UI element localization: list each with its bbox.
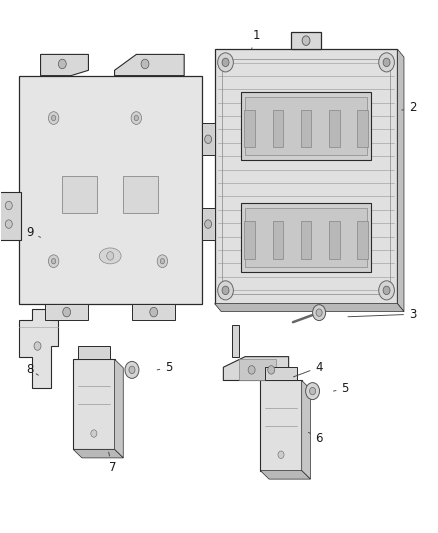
Circle shape xyxy=(160,259,165,264)
Bar xyxy=(223,59,390,294)
Circle shape xyxy=(141,59,149,69)
Bar xyxy=(201,208,215,240)
Polygon shape xyxy=(73,449,123,458)
Circle shape xyxy=(34,342,41,350)
Text: 9: 9 xyxy=(26,225,41,239)
Text: 6: 6 xyxy=(308,432,323,446)
Bar xyxy=(329,221,339,259)
Ellipse shape xyxy=(99,248,121,264)
Bar xyxy=(301,110,311,147)
Circle shape xyxy=(302,36,310,45)
Circle shape xyxy=(125,361,139,378)
Polygon shape xyxy=(302,381,311,479)
Circle shape xyxy=(313,305,325,320)
Bar xyxy=(357,221,368,259)
Text: 1: 1 xyxy=(252,29,260,49)
Text: 5: 5 xyxy=(333,382,349,395)
Text: 8: 8 xyxy=(26,364,39,376)
Circle shape xyxy=(5,201,12,210)
Polygon shape xyxy=(115,359,123,458)
Bar xyxy=(0,192,21,240)
Text: 7: 7 xyxy=(109,452,116,474)
Circle shape xyxy=(222,286,229,295)
Circle shape xyxy=(134,115,138,120)
Bar xyxy=(215,49,397,304)
Bar xyxy=(244,221,254,259)
Bar xyxy=(245,97,367,155)
Bar xyxy=(201,123,215,155)
Text: 3: 3 xyxy=(348,308,417,321)
Circle shape xyxy=(63,308,71,317)
Circle shape xyxy=(5,220,12,228)
Circle shape xyxy=(248,366,255,374)
Circle shape xyxy=(278,451,284,458)
Bar xyxy=(329,110,339,147)
Circle shape xyxy=(107,252,114,260)
Circle shape xyxy=(222,58,229,67)
Text: 2: 2 xyxy=(402,101,417,114)
Polygon shape xyxy=(19,309,58,389)
Circle shape xyxy=(383,286,390,295)
Text: 5: 5 xyxy=(157,361,173,374)
Circle shape xyxy=(129,366,135,374)
Bar xyxy=(260,381,302,471)
Bar xyxy=(78,346,110,359)
Bar xyxy=(245,208,367,266)
Bar xyxy=(357,110,368,147)
Polygon shape xyxy=(397,49,404,312)
Circle shape xyxy=(310,387,316,395)
Circle shape xyxy=(51,259,56,264)
Bar xyxy=(272,110,283,147)
Bar xyxy=(244,110,254,147)
Circle shape xyxy=(205,220,212,228)
Polygon shape xyxy=(41,54,88,76)
Bar xyxy=(301,221,311,259)
Bar xyxy=(123,176,158,214)
Bar xyxy=(73,359,115,449)
Bar xyxy=(272,221,283,259)
Bar xyxy=(239,359,276,381)
Bar xyxy=(291,32,321,49)
Bar xyxy=(241,203,371,272)
Circle shape xyxy=(58,59,66,69)
Polygon shape xyxy=(132,304,176,319)
Circle shape xyxy=(316,309,322,317)
Polygon shape xyxy=(223,357,289,381)
Circle shape xyxy=(379,281,394,300)
Bar xyxy=(62,176,97,214)
Circle shape xyxy=(306,383,320,400)
Polygon shape xyxy=(45,304,88,319)
Circle shape xyxy=(91,430,97,437)
Circle shape xyxy=(51,115,56,120)
Circle shape xyxy=(205,135,212,143)
Circle shape xyxy=(218,53,233,72)
Bar xyxy=(265,367,297,381)
Circle shape xyxy=(383,58,390,67)
Circle shape xyxy=(268,366,275,374)
Circle shape xyxy=(379,53,394,72)
Bar xyxy=(19,76,201,304)
Circle shape xyxy=(218,281,233,300)
Circle shape xyxy=(150,308,158,317)
Polygon shape xyxy=(232,325,239,357)
Circle shape xyxy=(48,255,59,268)
Text: 4: 4 xyxy=(293,361,323,377)
Bar xyxy=(241,92,371,160)
Circle shape xyxy=(48,112,59,124)
Circle shape xyxy=(157,255,168,268)
Polygon shape xyxy=(115,54,184,76)
Circle shape xyxy=(131,112,141,124)
Polygon shape xyxy=(260,471,311,479)
Polygon shape xyxy=(215,304,404,312)
